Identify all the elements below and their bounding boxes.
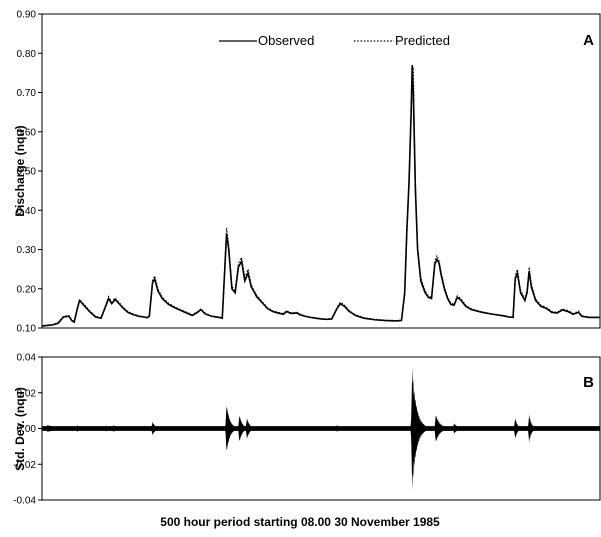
panel-a-y-tick-label: 0.30 (17, 245, 37, 256)
panel-b-y-axis-title: Std. Dev. (nqu) (13, 387, 27, 471)
panel-b-letter: B (583, 374, 594, 391)
panel-a-y-tick-label: 0.90 (17, 10, 37, 21)
panel-a-frame (41, 13, 601, 329)
panel-a-y-tick-label: 0.60 (17, 127, 37, 138)
x-axis-title: 500 hour period starting 08.00 30 Novemb… (160, 515, 440, 529)
panel-a-y-tick-label: 0.80 (17, 49, 37, 60)
panel-a-letter: A (583, 32, 594, 49)
legend-observed-label: Observed (258, 33, 314, 48)
panel-a-y-tick-label: 0.70 (17, 88, 37, 99)
panel-b: -0.04 -0.02 0.00 0.02 0.04 B Std. Dev. (nqu) (13, 353, 601, 507)
series-observed-line (41, 64, 600, 327)
panel-a-y-axis-title: Discharge (nqu) (13, 125, 27, 216)
panel-a-y-tick-label: 0.10 (17, 324, 37, 335)
std-dev-band (42, 367, 600, 490)
panel-a-y-tick-label: 0.50 (17, 167, 37, 178)
panel-b-y-ticks: -0.04 -0.02 0.00 0.02 0.04 (13, 353, 42, 507)
panel-b-y-tick-label: -0.04 (13, 496, 36, 507)
panel-a: 0.10 0.20 0.30 0.40 0.50 0.60 0.70 0.80 0.90 A O… (13, 10, 601, 335)
panel-a-y-tick-label: 0.20 (17, 284, 37, 295)
panel-a-y-ticks: 0.10 0.20 0.30 0.40 0.50 0.60 0.70 0.80 0.90 (17, 10, 42, 335)
panel-a-y-tick-label: 0.40 (17, 206, 37, 217)
panel-b-y-tick-label: 0.04 (17, 353, 37, 364)
series-predicted-line (41, 66, 600, 327)
panel-b-y-tick-label: 0.00 (17, 424, 37, 435)
legend: Observed Predicted (219, 33, 450, 48)
panel-b-y-tick-label: 0.02 (17, 388, 37, 399)
panel-b-y-tick-label: -0.02 (13, 460, 36, 471)
legend-predicted-label: Predicted (395, 33, 450, 48)
